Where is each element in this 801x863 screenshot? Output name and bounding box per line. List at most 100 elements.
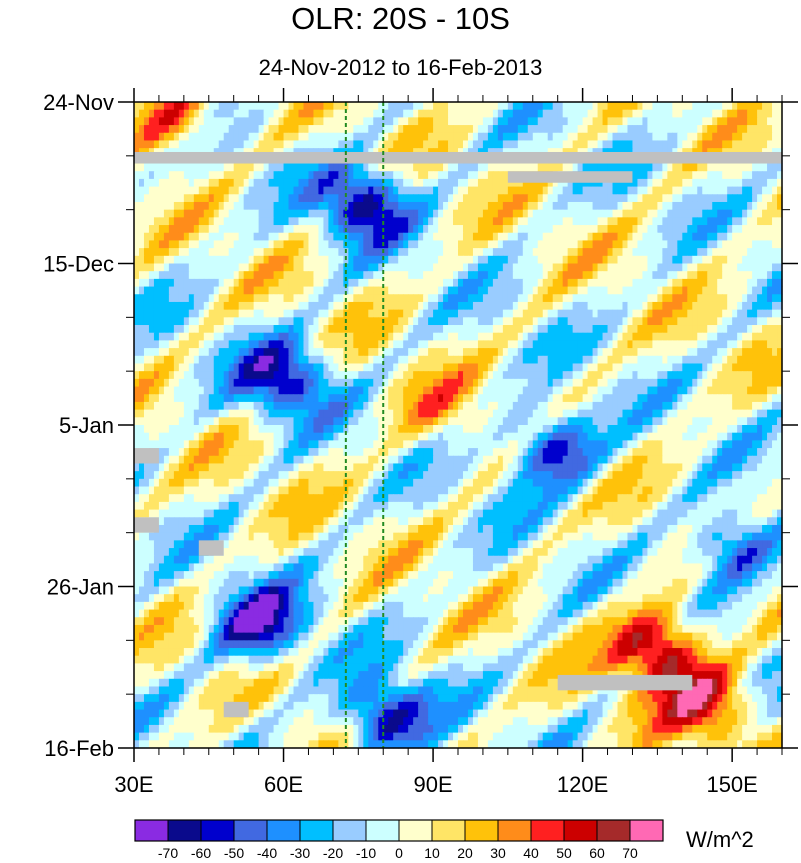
field-cell — [697, 186, 703, 195]
field-cell — [502, 325, 509, 334]
field-cell — [393, 217, 399, 226]
field-cell — [318, 225, 325, 234]
field-cell — [482, 186, 489, 195]
field-cell — [178, 286, 185, 295]
field-cell — [762, 378, 768, 388]
field-cell — [398, 278, 404, 288]
field-cell — [697, 225, 703, 234]
field-cell — [298, 286, 305, 295]
field-cell — [577, 309, 584, 318]
field-cell — [762, 363, 768, 372]
field-cell — [612, 125, 619, 134]
field-cell — [717, 255, 723, 265]
field-cell — [762, 325, 768, 334]
field-cell — [293, 301, 300, 311]
field-cell — [178, 140, 185, 149]
field-cell — [223, 332, 230, 341]
field-cell — [762, 178, 768, 188]
field-cell — [448, 301, 454, 311]
field-cell — [423, 340, 429, 349]
field-cell — [418, 232, 424, 242]
field-cell — [702, 232, 708, 242]
field-cell — [328, 125, 334, 134]
field-cell — [467, 325, 474, 334]
field-cell — [652, 225, 658, 234]
field-cell — [348, 209, 354, 218]
field-cell — [577, 201, 584, 211]
field-cell — [398, 186, 404, 195]
field-cell — [253, 125, 260, 134]
field-cell — [577, 278, 584, 288]
field-cell — [702, 209, 708, 218]
field-cell — [308, 394, 315, 403]
field-cell — [462, 340, 469, 349]
field-cell — [527, 355, 534, 365]
field-cell — [253, 102, 260, 111]
field-cell — [617, 102, 624, 111]
field-cell — [507, 271, 514, 280]
field-cell — [682, 217, 688, 226]
field-cell — [762, 194, 768, 203]
field-cell — [507, 102, 514, 111]
field-cell — [363, 178, 369, 188]
field-cell — [183, 132, 190, 142]
field-cell — [428, 386, 434, 395]
field-cell — [333, 294, 339, 303]
field-cell — [408, 240, 414, 249]
field-cell — [298, 340, 305, 349]
field-cell — [283, 386, 290, 395]
field-cell — [542, 163, 549, 172]
field-cell — [408, 102, 414, 111]
field-cell — [288, 301, 295, 311]
field-cell — [487, 132, 494, 142]
field-cell — [318, 201, 325, 211]
field-cell — [567, 325, 574, 334]
field-cell — [732, 163, 738, 172]
field-cell — [522, 109, 529, 118]
field-cell — [537, 309, 544, 318]
field-cell — [423, 209, 429, 218]
field-cell — [707, 209, 713, 218]
field-cell — [393, 225, 399, 234]
field-cell — [198, 394, 205, 403]
field-cell — [323, 248, 329, 257]
field-cell — [672, 332, 678, 341]
field-cell — [173, 255, 180, 265]
field-cell — [517, 340, 524, 349]
field-cell — [587, 232, 594, 242]
field-cell — [472, 325, 479, 334]
field-cell — [767, 378, 773, 388]
field-cell — [657, 325, 663, 334]
field-cell — [587, 125, 594, 134]
field-cell — [642, 186, 649, 195]
field-cell — [388, 225, 394, 234]
field-cell — [223, 240, 230, 249]
field-cell — [248, 294, 255, 303]
field-cell — [378, 240, 384, 249]
field-cell — [552, 225, 559, 234]
field-cell — [238, 186, 245, 195]
field-cell — [757, 263, 763, 272]
field-cell — [507, 378, 514, 388]
field-cell — [438, 309, 444, 318]
field-cell — [722, 294, 728, 303]
field-cell — [238, 386, 245, 395]
field-cell — [378, 109, 384, 118]
field-cell — [657, 186, 663, 195]
field-cell — [672, 340, 678, 349]
field-cell — [552, 140, 559, 149]
field-cell — [163, 240, 170, 249]
field-cell — [697, 371, 703, 380]
field-cell — [208, 271, 215, 280]
field-cell — [632, 140, 639, 149]
field-cell — [737, 371, 743, 380]
chart-subtitle: 24-Nov-2012 to 16-Feb-2013 — [258, 55, 543, 80]
field-cell — [288, 178, 295, 188]
field-cell — [253, 163, 260, 172]
field-cell — [462, 194, 469, 203]
field-cell — [433, 225, 439, 234]
field-cell — [492, 325, 499, 334]
field-cell — [627, 348, 634, 357]
field-cell — [283, 186, 290, 195]
field-cell — [243, 394, 250, 403]
